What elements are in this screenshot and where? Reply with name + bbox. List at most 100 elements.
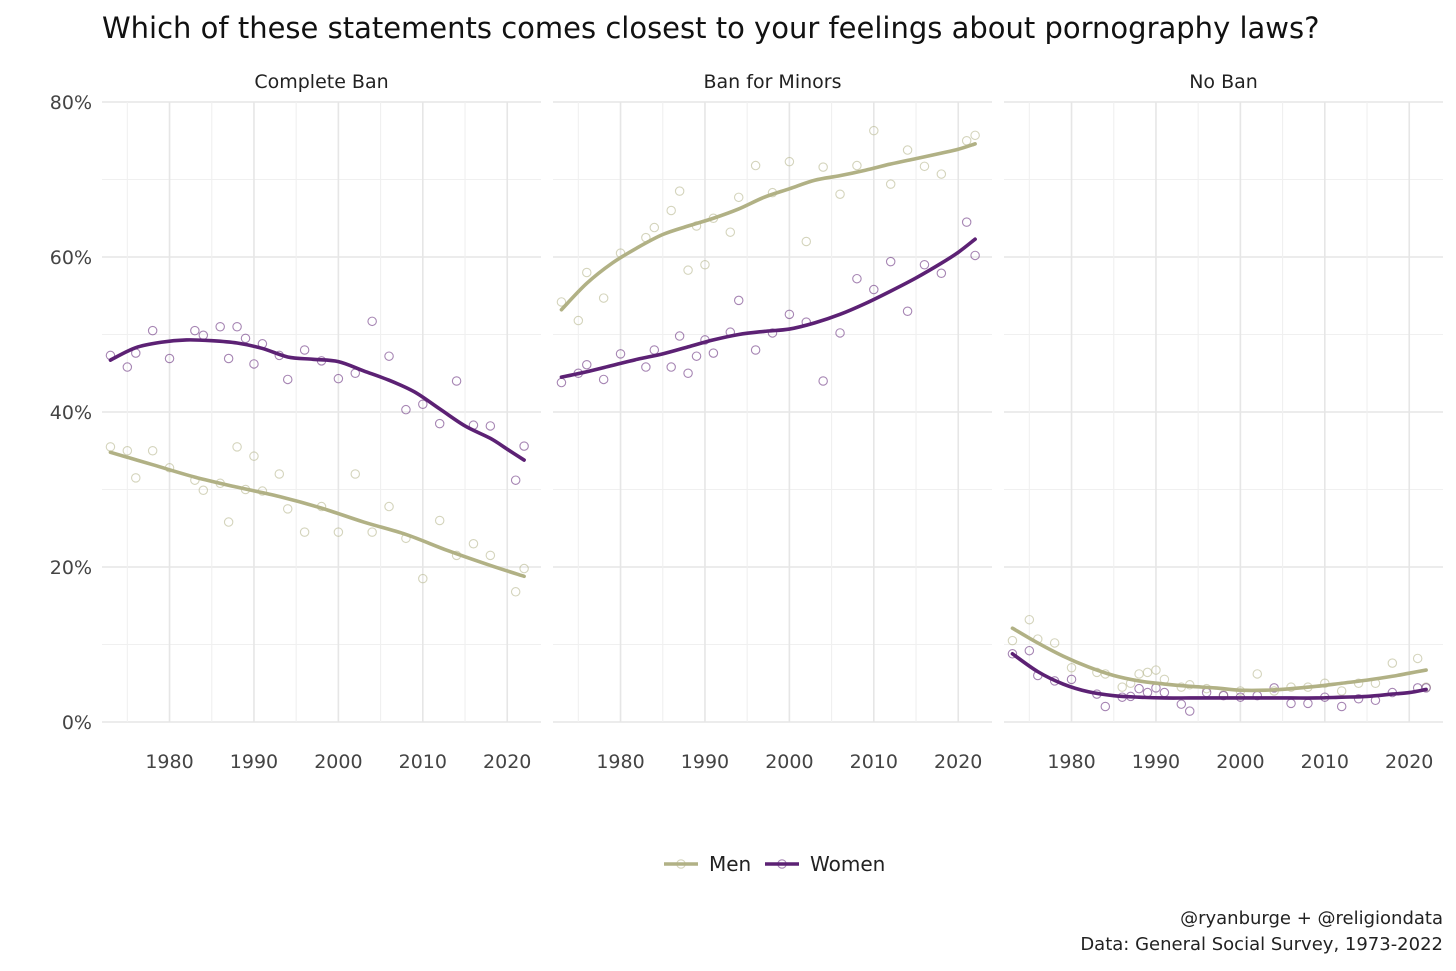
- data-point-men: [1151, 665, 1161, 675]
- x-tick-label: 1990: [681, 751, 729, 773]
- data-point-women: [1336, 701, 1347, 712]
- data-point-women: [485, 421, 496, 431]
- x-tick-label: 1980: [145, 751, 193, 773]
- data-point-men: [519, 563, 529, 574]
- caption-line: Data: General Social Survey, 1973-2022: [1080, 934, 1443, 955]
- chart-title: Which of these statements comes closest …: [102, 11, 1320, 45]
- data-point-men: [733, 192, 744, 203]
- data-point-men: [1024, 614, 1035, 625]
- data-point-men: [598, 293, 609, 303]
- data-point-men: [485, 550, 496, 561]
- data-point-women: [615, 349, 626, 359]
- data-point-women: [190, 325, 200, 336]
- data-point-men: [384, 501, 394, 512]
- data-point-men: [105, 442, 116, 452]
- data-point-men: [961, 136, 972, 146]
- data-point-men: [818, 162, 828, 172]
- data-point-men: [1252, 669, 1263, 679]
- data-point-men: [556, 297, 567, 307]
- data-point-women: [164, 353, 175, 364]
- trend-line-men: [108, 450, 526, 579]
- data-point-women: [1176, 699, 1187, 709]
- x-tick-label: 2000: [1216, 751, 1264, 773]
- data-point-men: [1117, 682, 1127, 692]
- x-tick-label: 2000: [765, 751, 813, 773]
- data-point-women: [852, 273, 862, 284]
- legend: Men Women: [664, 852, 885, 876]
- x-tick-label: 2010: [850, 751, 898, 773]
- data-point-women: [683, 368, 693, 378]
- data-point-men: [468, 538, 479, 549]
- y-axis: 0% 20% 40% 60% 80%: [50, 92, 92, 734]
- data-point-men: [725, 227, 736, 237]
- data-point-women: [902, 306, 913, 316]
- data-point-men: [274, 469, 285, 479]
- data-point-men: [1412, 653, 1423, 664]
- legend-label-women: Women: [810, 852, 885, 876]
- facet-panel: Complete Ban 1980 1990 2000 2010 2020: [102, 71, 541, 773]
- data-point-men: [367, 527, 377, 537]
- data-point-women: [556, 377, 567, 388]
- data-point-men: [1049, 638, 1060, 648]
- legend-key-point: [777, 859, 787, 869]
- data-point-men: [1066, 662, 1077, 673]
- data-point-men: [122, 445, 133, 456]
- data-point-women: [1353, 693, 1364, 704]
- data-point-women: [835, 328, 845, 338]
- data-point-women: [961, 217, 972, 227]
- data-point-men: [1134, 669, 1144, 679]
- data-point-women: [733, 295, 744, 306]
- data-point-women: [434, 418, 445, 429]
- data-point-men: [350, 469, 361, 479]
- trend-line-women: [1010, 652, 1428, 700]
- data-point-women: [818, 376, 828, 386]
- data-point-men: [869, 125, 879, 136]
- y-tick-label: 80%: [50, 92, 92, 114]
- data-point-men: [418, 573, 428, 584]
- data-point-women: [1142, 687, 1153, 698]
- data-point-men: [282, 504, 293, 514]
- data-point-men: [970, 130, 980, 141]
- data-point-women: [970, 250, 980, 261]
- data-point-men: [852, 160, 862, 171]
- legend-key-point: [676, 859, 686, 869]
- y-tick-label: 60%: [50, 247, 92, 269]
- data-point-women: [418, 399, 428, 409]
- data-point-women: [784, 309, 795, 320]
- data-point-women: [451, 376, 462, 386]
- data-point-men: [510, 587, 521, 597]
- facet-title: No Ban: [1189, 71, 1258, 93]
- facet-title: Ban for Minors: [704, 71, 842, 93]
- data-point-women: [223, 353, 234, 364]
- data-point-men: [198, 485, 209, 496]
- data-point-women: [649, 345, 660, 355]
- data-point-men: [573, 315, 584, 326]
- data-point-women: [147, 325, 158, 336]
- data-point-men: [232, 442, 242, 452]
- data-point-men: [801, 236, 812, 247]
- trend-line-men: [1010, 626, 1428, 693]
- data-point-women: [885, 256, 896, 267]
- data-point-men: [936, 169, 947, 179]
- data-point-women: [641, 362, 651, 372]
- data-point-women: [232, 321, 242, 332]
- trend-line-women: [108, 338, 526, 462]
- x-tick-label: 1980: [596, 751, 644, 773]
- data-point-women: [282, 374, 293, 385]
- x-tick-label: 1990: [230, 751, 278, 773]
- data-point-women: [708, 348, 719, 358]
- data-point-women: [1184, 706, 1195, 716]
- data-point-men: [674, 186, 685, 196]
- data-point-men: [131, 473, 141, 483]
- x-tick-label: 1990: [1132, 751, 1180, 773]
- data-point-women: [240, 333, 251, 344]
- data-point-women: [215, 321, 225, 332]
- x-tick-label: 1980: [1047, 751, 1095, 773]
- data-point-women: [510, 475, 521, 485]
- data-point-men: [582, 267, 592, 278]
- trend-line-men: [559, 142, 977, 312]
- data-point-men: [784, 156, 795, 167]
- data-point-men: [885, 179, 896, 189]
- data-point-men: [147, 445, 158, 456]
